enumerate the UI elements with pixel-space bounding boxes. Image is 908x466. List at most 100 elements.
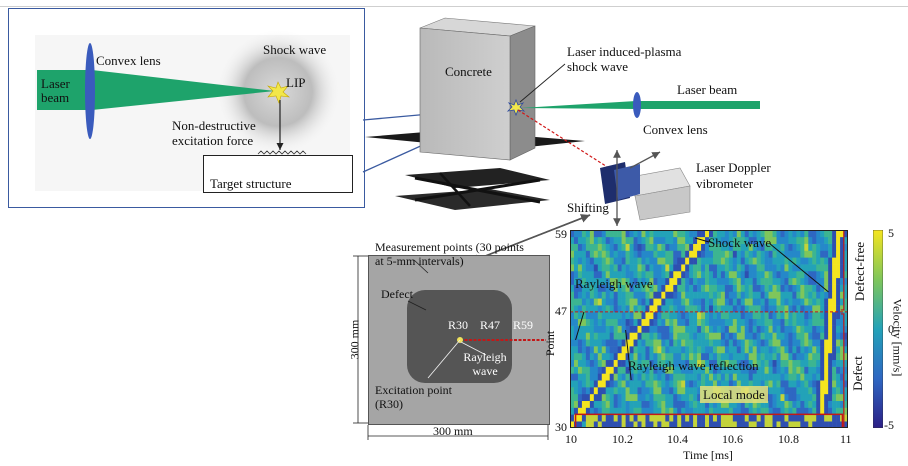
heatmap-cell — [601, 250, 607, 258]
heatmap-cell — [617, 421, 622, 428]
heatmap-cell — [641, 311, 646, 320]
heatmap-cell — [673, 352, 678, 361]
heatmap-cell — [712, 407, 718, 415]
heatmap-cell — [653, 366, 658, 374]
heatmap-cell — [760, 243, 765, 251]
heatmap-cell — [613, 346, 618, 354]
heatmap-cell — [844, 284, 848, 292]
heatmap-cell — [720, 407, 726, 415]
surface-wave-zigzag — [257, 150, 307, 155]
heatmap-cell — [828, 264, 833, 272]
heatmap-cell — [577, 387, 583, 395]
heatmap-cell — [685, 359, 690, 367]
heatmap-cell — [701, 250, 706, 258]
heatmap-cell — [669, 366, 674, 374]
heatmap-cell — [645, 380, 650, 388]
heatmap-cell — [573, 393, 579, 401]
heatmap-cell — [685, 400, 690, 408]
heatmap-cell — [796, 243, 801, 251]
heatmap-cell — [701, 373, 706, 381]
heatmap-cell — [844, 257, 848, 265]
heatmap-cell — [816, 387, 821, 395]
heatmap-cell — [788, 325, 793, 333]
heatmap-cell — [824, 387, 829, 395]
heatmap-cell — [828, 243, 833, 251]
heatmap-cell — [780, 380, 785, 388]
heatmap-cell — [669, 325, 674, 333]
heatmap-cell — [593, 257, 599, 265]
heatmap-cell — [772, 346, 777, 354]
heatmap-cell — [816, 311, 821, 320]
stage-scissor-upper — [405, 168, 550, 188]
heatmap-cell — [573, 380, 579, 388]
heatmap-cell — [685, 318, 690, 326]
heatmap-cell — [585, 284, 591, 292]
heatmap-cell — [617, 380, 622, 388]
heatmap-cell — [641, 236, 646, 244]
heatmap-cell — [693, 305, 698, 313]
heatmap-cell — [645, 270, 650, 279]
heatmap-cell — [824, 318, 829, 326]
heatmap-cell — [669, 359, 674, 367]
heatmap-cell — [661, 264, 666, 272]
heatmap-cell — [609, 380, 614, 388]
heatmap-cell — [577, 325, 583, 333]
heatmap-cell — [752, 380, 757, 388]
heatmap-cell — [570, 414, 575, 422]
heatmap-cell — [720, 400, 726, 408]
heatmap-cell — [613, 393, 618, 401]
heatmap-cell — [577, 284, 583, 292]
heatmap-cell — [605, 311, 611, 320]
heatmap-cell — [844, 230, 848, 238]
heatmap-cell — [780, 352, 785, 361]
heatmap-cell — [593, 407, 599, 415]
heatmap-cell — [768, 270, 773, 279]
heatmap-cell — [705, 236, 710, 244]
heatmap-cell — [661, 387, 666, 395]
heatmap-cell — [816, 318, 821, 326]
heatmap-cell — [629, 230, 634, 238]
heatmap-cell — [776, 257, 781, 265]
heatmap-cell — [605, 257, 611, 265]
heatmap-cell — [712, 366, 718, 374]
heatmap-cell — [816, 346, 821, 354]
heatmap-cell — [589, 270, 595, 279]
heatmap-cell — [836, 236, 841, 244]
heatmap-cell — [844, 298, 848, 306]
heatmap-cell — [760, 332, 765, 340]
heatmap-cell — [617, 311, 622, 320]
heatmap-cell — [752, 414, 757, 422]
heatmap-cell — [701, 359, 706, 367]
heatmap-cell — [840, 250, 845, 258]
heatmap-cell — [661, 298, 666, 306]
heatmap-cell — [760, 236, 765, 244]
heatmap-cell — [573, 366, 579, 374]
heatmap-cell — [617, 270, 622, 279]
heatmap-cell — [709, 311, 714, 320]
x-tick-10-2: 10.2 — [612, 432, 633, 446]
heatmap-cell — [824, 277, 829, 285]
heatmap-cell — [812, 325, 817, 333]
inset-convex-lens-icon — [85, 43, 95, 139]
heatmap-cell — [581, 346, 587, 354]
heatmap-cell — [621, 284, 626, 292]
heatmap-cell — [601, 380, 607, 388]
heatmap-cell — [736, 373, 742, 381]
heatmap-cell — [764, 359, 769, 367]
heatmap-cell — [693, 387, 698, 395]
heatmap-cell — [685, 284, 690, 292]
heatmap-cell — [716, 318, 722, 326]
heatmap-cell — [812, 400, 817, 408]
heatmap-cell — [764, 243, 769, 251]
heatmap-cell — [585, 393, 591, 401]
heatmap-cell — [645, 291, 650, 299]
heatmap-cell — [792, 339, 797, 347]
heatmap-cell — [768, 318, 773, 326]
heatmap-cell — [629, 305, 634, 313]
heatmap-cell — [796, 400, 801, 408]
heatmap-cell — [701, 400, 706, 408]
heatmap-cell — [581, 414, 587, 422]
heatmap-cell — [840, 298, 845, 306]
heatmap-cell — [728, 400, 734, 408]
heatmap-cell — [693, 298, 698, 306]
